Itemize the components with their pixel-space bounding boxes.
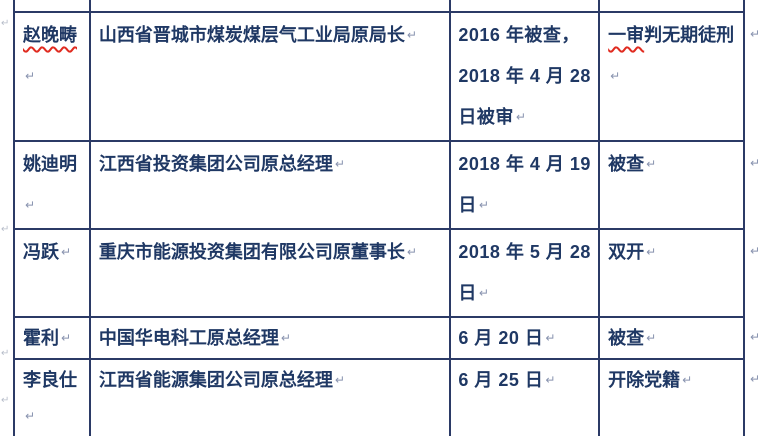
pilcrow-mark: ↵: [749, 156, 761, 170]
pilcrow-mark: ↵: [406, 28, 417, 42]
date-text: 2018 年 4 月 19 日: [458, 154, 591, 215]
name-cell: 冯跃 ↵: [13, 228, 91, 318]
pilcrow-mark: ↵: [610, 69, 621, 83]
date-text: 2016 年被查， 2018 年 4 月 28 日被审: [458, 25, 591, 127]
pilcrow-mark: ↵: [61, 331, 72, 345]
date-cell: 2018 年 4 月 19 日 ↵: [449, 140, 601, 230]
position-text: 中国华电科工原总经理: [98, 328, 279, 348]
date-cell: 2016 年被查， 2018 年 4 月 28 日被审 ↵: [449, 11, 601, 142]
name-cell: 姚迪明 ↵: [13, 140, 91, 230]
position-text: 重庆市能源投资集团有限公司原董事长: [98, 242, 405, 262]
table-row: 冯跃 ↵ 重庆市能源投资集团有限公司原董事长 ↵ 2018 年 5 月 28 日 ↵ …: [13, 228, 763, 318]
position-cell: 江西省能源集团公司原总经理 ↵: [88, 358, 452, 436]
position-cell: 重庆市能源投资集团有限公司原董事长 ↵: [88, 228, 452, 318]
name-cell: 霍利 ↵: [13, 316, 91, 360]
pilcrow-mark: ↵: [749, 244, 761, 258]
person-name: 冯跃: [23, 242, 59, 262]
margin-cell: ↵: [743, 317, 763, 359]
pilcrow-mark: ↵: [646, 157, 657, 171]
margin-cell: ↵: [743, 12, 763, 141]
pilcrow-mark: ↵: [478, 286, 490, 300]
result-cell: 被查 ↵: [598, 316, 745, 360]
pilcrow-mark: ↵: [749, 372, 761, 386]
left-margin-mark: ↵: [1, 348, 10, 359]
pilcrow-mark: ↵: [682, 373, 693, 387]
pilcrow-mark: ↵: [334, 373, 345, 387]
pilcrow-mark: ↵: [406, 245, 417, 259]
date-cell: 6 月 20 日 ↵: [449, 316, 601, 360]
result-text: 判无期徒刑: [644, 25, 735, 45]
position-text: 江西省投资集团公司原总经理: [98, 154, 333, 174]
position-cell: 中国华电科工原总经理 ↵: [88, 316, 452, 360]
result-cell: 被查 ↵: [598, 140, 745, 230]
pilcrow-mark: ↵: [545, 373, 556, 387]
date-cell: 2018 年 5 月 28 日 ↵: [449, 228, 601, 318]
result-cell: 一审判无期徒刑 ↵: [598, 11, 745, 142]
result-cell: 双开 ↵: [598, 228, 745, 318]
date-text: 6 月 20 日: [458, 328, 544, 348]
pilcrow-mark: ↵: [334, 157, 345, 171]
pilcrow-mark: ↵: [280, 331, 291, 345]
pilcrow-mark: ↵: [515, 110, 527, 124]
partial-top-row: [13, 0, 763, 13]
left-margin-mark: ↵: [1, 224, 10, 235]
pilcrow-mark: ↵: [25, 409, 36, 423]
position-cell: 山西省晋城市煤炭煤层气工业局原局长 ↵: [88, 11, 452, 142]
result-text: 开除党籍: [608, 370, 681, 390]
person-name: 姚迪明: [23, 154, 77, 174]
position-text: 江西省能源集团公司原总经理: [98, 370, 333, 390]
margin-cell: ↵: [743, 141, 763, 229]
table-row: 李良仕↵ 江西省能源集团公司原总经理 ↵ 6 月 25 日 ↵ 开除党籍 ↵ ↵: [13, 358, 763, 436]
pilcrow-mark: ↵: [25, 198, 36, 212]
pilcrow-mark: ↵: [646, 331, 657, 345]
left-margin-mark: ↵: [1, 18, 10, 29]
pilcrow-mark: ↵: [25, 69, 36, 83]
table-row: 赵晚畴↵ 山西省晋城市煤炭煤层气工业局原局长 ↵ 2016 年被查， 2018 年…: [13, 11, 763, 142]
result-text: 一审: [608, 25, 645, 45]
result-text: 被查: [608, 328, 645, 348]
position-text: 山西省晋城市煤炭煤层气工业局原局长: [98, 25, 405, 45]
pilcrow-mark: ↵: [545, 331, 556, 345]
person-name: 霍利: [23, 328, 59, 348]
officials-table: 赵晚畴↵ 山西省晋城市煤炭煤层气工业局原局长 ↵ 2016 年被查， 2018 年…: [13, 0, 764, 436]
person-name: 赵晚畴: [23, 25, 77, 45]
table-row: 姚迪明↵ 江西省投资集团公司原总经理 ↵ 2018 年 4 月 19 日 ↵ 被查 ↵…: [13, 140, 763, 230]
name-cell: 李良仕 ↵: [13, 358, 91, 436]
date-text: 6 月 25 日: [458, 370, 544, 390]
pilcrow-mark: ↵: [749, 27, 761, 41]
pilcrow-mark: ↵: [749, 330, 761, 344]
margin-cell: ↵: [743, 359, 763, 436]
date-text: 2018 年 5 月 28 日: [458, 242, 591, 303]
margin-cell: ↵: [743, 229, 763, 317]
pilcrow-mark: ↵: [646, 245, 657, 259]
position-cell: 江西省投资集团公司原总经理 ↵: [88, 140, 452, 230]
date-cell: 6 月 25 日 ↵: [449, 358, 601, 436]
pilcrow-mark: ↵: [478, 198, 490, 212]
name-cell: 赵晚畴 ↵: [13, 11, 91, 142]
result-text: 双开: [608, 242, 645, 262]
left-margin-mark: ↵: [1, 395, 10, 406]
result-cell: 开除党籍 ↵: [598, 358, 745, 436]
pilcrow-mark: ↵: [61, 245, 72, 259]
person-name: 李良仕: [23, 370, 77, 390]
table-row: 霍利 ↵ 中国华电科工原总经理 ↵ 6 月 20 日 ↵ 被查 ↵ ↵: [13, 316, 763, 360]
result-text: 被查: [608, 154, 645, 174]
